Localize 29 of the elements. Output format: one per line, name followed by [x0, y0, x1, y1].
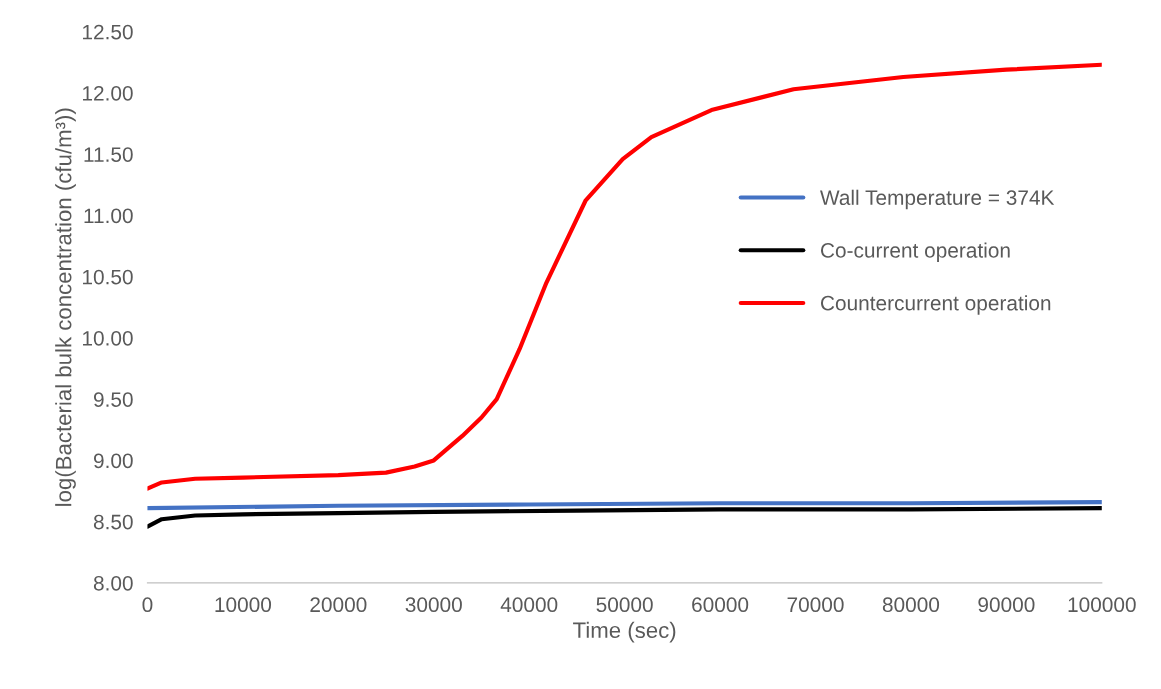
y-tick-label: 10.00	[83, 330, 133, 346]
line-series	[147, 62, 1102, 491]
x-tick-label: 60000	[692, 597, 749, 613]
y-tick-label: 8.00	[93, 575, 133, 591]
x-tick-label: 100000	[1068, 597, 1136, 613]
y-tick-label: 12.00	[83, 85, 133, 101]
y-axis-title: log(Bacterial bulk concentration (cfu/m³))	[55, 108, 76, 506]
x-tick-label: 20000	[310, 597, 367, 613]
x-tick-label: 90000	[978, 597, 1035, 613]
x-tick-label: 50000	[596, 597, 653, 613]
x-axis-title: Time (sec)	[573, 621, 676, 643]
y-tick-label: 9.50	[93, 392, 133, 407]
legend-label: Countercurrent operation	[820, 295, 1051, 315]
x-tick-label: 70000	[787, 597, 844, 613]
y-tick-label: 10.50	[83, 269, 133, 285]
y-tick-label: 12.50	[83, 24, 133, 40]
legend-label: Co-current operation	[820, 242, 1010, 262]
y-tick-label: 8.50	[93, 514, 133, 530]
line-series	[147, 506, 1102, 529]
x-tick-label: 0	[142, 597, 153, 613]
y-tick-label: 11.50	[84, 147, 133, 162]
x-tick-label: 80000	[882, 597, 940, 613]
x-tick-label: 10000	[215, 597, 272, 613]
y-tick-label: 11.00	[84, 208, 133, 224]
line-series	[147, 499, 1102, 511]
x-tick-label: 30000	[405, 597, 462, 613]
x-tick-label: 40000	[500, 597, 558, 613]
legend-label: Wall Temperature = 374K	[820, 189, 1055, 210]
y-tick-label: 9.00	[93, 453, 133, 469]
